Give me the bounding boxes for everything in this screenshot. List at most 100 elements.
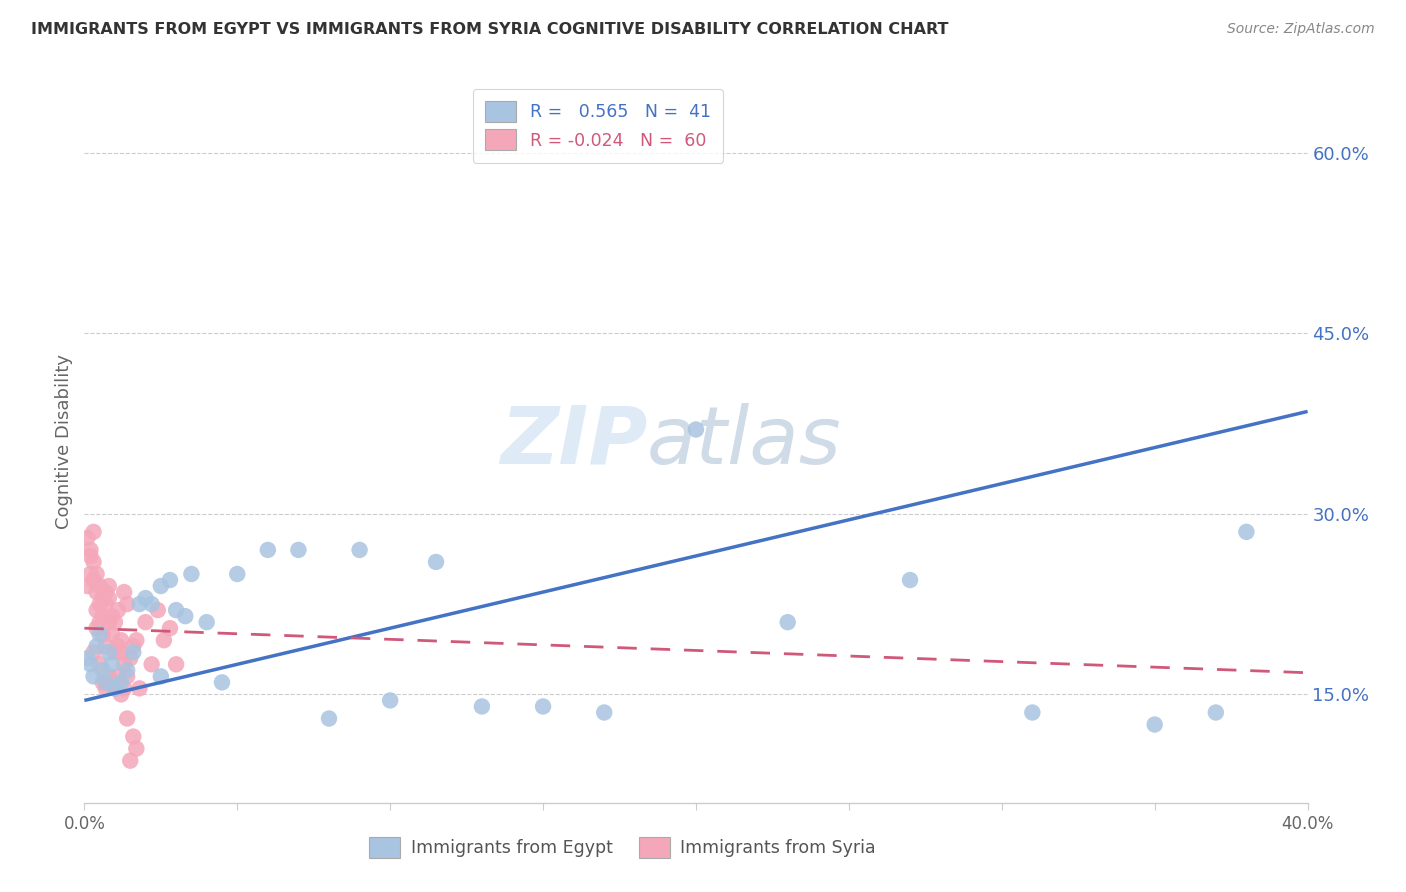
Point — [83, 573, 105, 587]
Point — [86, 567, 108, 582]
Point — [211, 675, 233, 690]
Point — [107, 639, 129, 653]
Point — [135, 591, 157, 606]
Point — [101, 627, 124, 641]
Text: Source: ZipAtlas.com: Source: ZipAtlas.com — [1227, 22, 1375, 37]
Point — [122, 730, 145, 744]
Point — [180, 567, 202, 582]
Point — [125, 741, 148, 756]
Point — [94, 585, 117, 599]
Point — [380, 693, 402, 707]
Point — [149, 579, 172, 593]
Point — [141, 597, 163, 611]
Point — [165, 603, 187, 617]
Point — [115, 669, 138, 683]
Point — [83, 669, 105, 683]
Point — [110, 645, 132, 659]
Point — [107, 669, 129, 683]
Point — [110, 687, 132, 701]
Point — [898, 573, 921, 587]
Point — [86, 621, 108, 635]
Point — [112, 681, 135, 696]
Point — [101, 609, 124, 624]
Text: IMMIGRANTS FROM EGYPT VS IMMIGRANTS FROM SYRIA COGNITIVE DISABILITY CORRELATION : IMMIGRANTS FROM EGYPT VS IMMIGRANTS FROM… — [31, 22, 949, 37]
Point — [110, 675, 132, 690]
Point — [89, 615, 111, 630]
Point — [128, 597, 150, 611]
Point — [76, 579, 98, 593]
Point — [89, 579, 111, 593]
Point — [120, 651, 142, 665]
Point — [101, 657, 124, 672]
Point — [1143, 717, 1166, 731]
Point — [89, 657, 111, 672]
Point — [86, 639, 108, 653]
Point — [257, 542, 280, 557]
Text: ZIP: ZIP — [499, 402, 647, 481]
Y-axis label: Cognitive Disability: Cognitive Disability — [55, 354, 73, 529]
Point — [94, 675, 117, 690]
Point — [1205, 706, 1227, 720]
Point — [128, 681, 150, 696]
Point — [104, 681, 127, 696]
Point — [115, 664, 138, 678]
Point — [91, 627, 114, 641]
Point — [1236, 524, 1258, 539]
Point — [115, 597, 138, 611]
Point — [165, 657, 187, 672]
Point — [91, 591, 114, 606]
Point — [146, 603, 169, 617]
Point — [159, 621, 181, 635]
Point — [97, 579, 120, 593]
Point — [83, 524, 105, 539]
Point — [115, 712, 138, 726]
Point — [83, 645, 105, 659]
Point — [685, 423, 707, 437]
Point — [122, 645, 145, 659]
Point — [149, 669, 172, 683]
Point — [195, 615, 218, 630]
Point — [89, 627, 111, 641]
Point — [79, 567, 101, 582]
Point — [94, 639, 117, 653]
Point — [104, 645, 127, 659]
Point — [86, 585, 108, 599]
Point — [174, 609, 197, 624]
Point — [104, 615, 127, 630]
Point — [86, 603, 108, 617]
Point — [107, 603, 129, 617]
Point — [122, 639, 145, 653]
Legend: Immigrants from Egypt, Immigrants from Syria: Immigrants from Egypt, Immigrants from S… — [360, 828, 884, 866]
Point — [159, 573, 181, 587]
Point — [79, 657, 101, 672]
Point — [776, 615, 799, 630]
Point — [97, 615, 120, 630]
Point — [91, 609, 114, 624]
Point — [94, 597, 117, 611]
Point — [89, 597, 111, 611]
Point — [531, 699, 554, 714]
Point — [83, 555, 105, 569]
Point — [112, 585, 135, 599]
Point — [471, 699, 494, 714]
Point — [91, 675, 114, 690]
Point — [318, 712, 340, 726]
Point — [79, 549, 101, 563]
Point — [141, 657, 163, 672]
Point — [425, 555, 447, 569]
Point — [120, 754, 142, 768]
Point — [104, 681, 127, 696]
Point — [349, 542, 371, 557]
Point — [135, 615, 157, 630]
Point — [110, 633, 132, 648]
Point — [91, 664, 114, 678]
Point — [287, 542, 309, 557]
Point — [125, 633, 148, 648]
Point — [94, 681, 117, 696]
Point — [76, 531, 98, 545]
Point — [112, 657, 135, 672]
Point — [97, 669, 120, 683]
Point — [97, 645, 120, 659]
Point — [76, 651, 98, 665]
Point — [97, 591, 120, 606]
